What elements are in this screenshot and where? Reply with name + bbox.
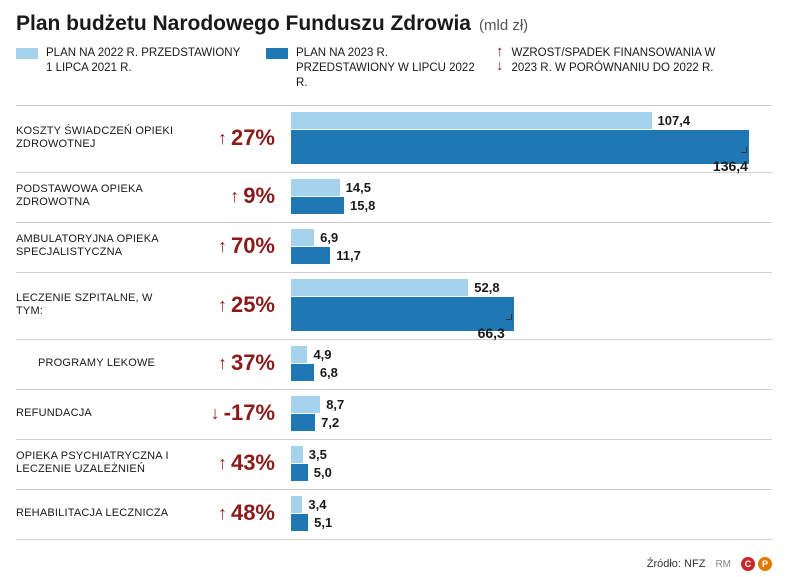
row-label: PROGRAMY LEKOWE [16, 357, 181, 370]
row-label: AMBULATORYJNA OPIEKA SPECJALISTYCZNA [16, 233, 181, 259]
swatch-2023 [266, 48, 288, 59]
pct-change: ↑70% [181, 233, 291, 259]
row-label: OPIEKA PSYCHIATRYCZNA I LECZENIE UZALEŻN… [16, 450, 181, 476]
value-2023: 15,8 [344, 197, 375, 214]
callout-line [506, 314, 512, 320]
pct-change: ↑9% [181, 183, 291, 209]
bar-2023 [291, 514, 308, 531]
bar-2022 [291, 396, 320, 413]
value-2023: 5,0 [308, 464, 332, 481]
up-arrow-icon: ↑ [218, 296, 227, 314]
value-2022: 52,8 [468, 279, 499, 296]
bar-2023 [291, 414, 315, 431]
bars: 107,4136,4 [291, 109, 772, 167]
pct-value: -17% [224, 400, 275, 426]
bar-2022 [291, 446, 303, 463]
bars: 3,45,1 [291, 493, 772, 534]
chart-unit: (mld zł) [479, 17, 528, 34]
up-arrow-icon: ↑ [218, 237, 227, 255]
legend: PLAN NA 2022 R. PRZEDSTAWIONY 1 LIPCA 20… [16, 46, 772, 91]
chart-title: Plan budżetu Narodowego Funduszu Zdrowia [16, 12, 471, 36]
pct-change: ↓-17% [181, 400, 291, 426]
value-2022: 107,4 [652, 112, 691, 129]
bars: 3,55,0 [291, 443, 772, 484]
row-label: LECZENIE SZPITALNE, W TYM: [16, 292, 181, 318]
pct-value: 27% [231, 125, 275, 151]
pct-value: 37% [231, 350, 275, 376]
pct-change: ↑27% [181, 125, 291, 151]
pct-value: 70% [231, 233, 275, 259]
chart-row: PROGRAMY LEKOWE↑37%4,96,8 [16, 340, 772, 390]
chart-row: REHABILITACJA LECZNICZA↑48%3,45,1 [16, 490, 772, 540]
badge-c: C [741, 557, 755, 571]
value-2022: 14,5 [340, 179, 371, 196]
bar-2022 [291, 496, 302, 513]
bars: 4,96,8 [291, 343, 772, 384]
bar-2022 [291, 112, 652, 129]
pct-value: 48% [231, 500, 275, 526]
value-2023: 5,1 [308, 514, 332, 531]
footer: Źródło: NFZ RM C P [647, 557, 772, 571]
pct-change: ↑37% [181, 350, 291, 376]
row-label: REHABILITACJA LECZNICZA [16, 507, 181, 520]
pct-value: 9% [243, 183, 275, 209]
up-arrow-icon: ↑ [218, 504, 227, 522]
bar-2023 [291, 247, 330, 264]
legend-item-change: ↑↓ WZROST/SPADEK FINANSOWANIA W 2023 R. … [496, 46, 722, 91]
bar-2023 [291, 464, 308, 481]
arrows-icon: ↑↓ [496, 45, 504, 72]
badge-p: P [758, 557, 772, 571]
bar-2022 [291, 346, 307, 363]
legend-item-2023: PLAN NA 2023 R. PRZEDSTAWIONY W LIPCU 20… [266, 46, 476, 91]
legend-text-2022: PLAN NA 2022 R. PRZEDSTAWIONY 1 LIPCA 20… [46, 46, 246, 76]
chart-row: KOSZTY ŚWIADCZEŃ OPIEKI ZDROWOTNEJ↑27%10… [16, 105, 772, 173]
value-2023: 6,8 [314, 364, 338, 381]
swatch-2022 [16, 48, 38, 59]
value-2022: 4,9 [307, 346, 331, 363]
bar-2023 [291, 197, 344, 214]
bar-2022 [291, 229, 314, 246]
bars: 6,911,7 [291, 226, 772, 267]
bar-2023 [291, 364, 314, 381]
up-arrow-icon: ↑ [218, 454, 227, 472]
bars: 14,515,8 [291, 176, 772, 217]
legend-text-2023: PLAN NA 2023 R. PRZEDSTAWIONY W LIPCU 20… [296, 46, 476, 91]
row-label: REFUNDACJA [16, 407, 181, 420]
up-arrow-icon: ↑ [218, 354, 227, 372]
row-label: PODSTAWOWA OPIEKA ZDROWOTNA [16, 183, 181, 209]
value-2023: 7,2 [315, 414, 339, 431]
bar-2022 [291, 179, 340, 196]
pct-change: ↑43% [181, 450, 291, 476]
chart-row: AMBULATORYJNA OPIEKA SPECJALISTYCZNA↑70%… [16, 223, 772, 273]
legend-text-change: WZROST/SPADEK FINANSOWANIA W 2023 R. W P… [512, 46, 722, 76]
pct-value: 43% [231, 450, 275, 476]
chart-row: OPIEKA PSYCHIATRYCZNA I LECZENIE UZALEŻN… [16, 440, 772, 490]
chart-row: LECZENIE SZPITALNE, W TYM:↑25%52,866,3 [16, 273, 772, 340]
pct-value: 25% [231, 292, 275, 318]
up-arrow-icon: ↑ [218, 129, 227, 147]
value-2022: 6,9 [314, 229, 338, 246]
pct-change: ↑48% [181, 500, 291, 526]
value-2022: 3,5 [303, 446, 327, 463]
bars: 8,77,2 [291, 393, 772, 434]
bar-2023 [291, 130, 749, 164]
value-2023: 11,7 [330, 247, 361, 264]
copyright-badges: C P [741, 557, 772, 571]
pct-change: ↑25% [181, 292, 291, 318]
value-2022: 3,4 [302, 496, 326, 513]
down-arrow-icon: ↓ [211, 404, 220, 422]
author-initials: RM [715, 559, 731, 570]
bar-2022 [291, 279, 468, 296]
chart-row: REFUNDACJA↓-17%8,77,2 [16, 390, 772, 440]
row-label: KOSZTY ŚWIADCZEŃ OPIEKI ZDROWOTNEJ [16, 125, 181, 151]
up-arrow-icon: ↑ [230, 187, 239, 205]
value-2022: 8,7 [320, 396, 344, 413]
chart-row: PODSTAWOWA OPIEKA ZDROWOTNA↑9%14,515,8 [16, 173, 772, 223]
source-label: Źródło: NFZ [647, 558, 706, 570]
bar-chart: KOSZTY ŚWIADCZEŃ OPIEKI ZDROWOTNEJ↑27%10… [16, 105, 772, 540]
bars: 52,866,3 [291, 276, 772, 334]
legend-item-2022: PLAN NA 2022 R. PRZEDSTAWIONY 1 LIPCA 20… [16, 46, 246, 91]
